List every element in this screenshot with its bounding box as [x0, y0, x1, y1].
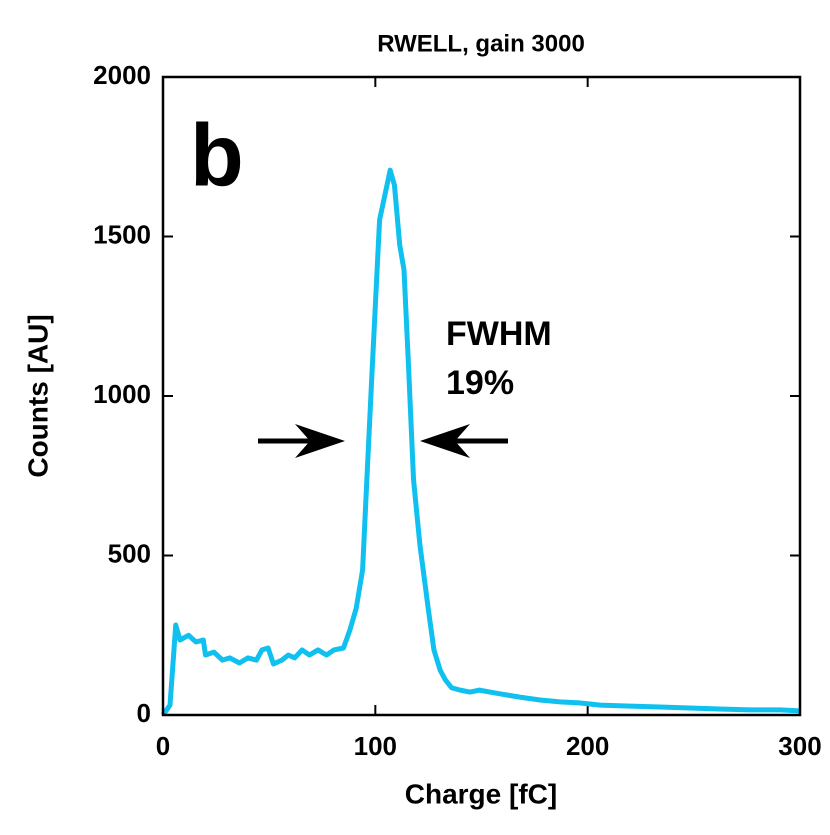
y-tick-label: 1500: [93, 219, 151, 249]
x-tick-label: 0: [156, 731, 170, 761]
x-tick-label: 300: [778, 731, 821, 761]
panel-label: b: [190, 105, 244, 204]
y-axis-label: Counts [AU]: [22, 314, 53, 477]
y-tick-label: 500: [108, 538, 151, 568]
arrow: [420, 424, 508, 458]
annotation: 19%: [446, 364, 514, 402]
x-tick-label: 200: [566, 731, 609, 761]
x-tick-label: 100: [354, 731, 397, 761]
arrow: [258, 424, 345, 458]
y-tick-label: 1000: [93, 379, 151, 409]
plot-frame: [161, 75, 802, 717]
x-axis-label: Charge [fC]: [405, 778, 557, 809]
chart-title: RWELL, gain 3000: [377, 30, 585, 57]
data-line: [160, 167, 801, 717]
y-tick-label: 0: [137, 698, 151, 728]
y-tick-label: 2000: [93, 60, 151, 90]
annotation: FWHM: [446, 315, 552, 353]
